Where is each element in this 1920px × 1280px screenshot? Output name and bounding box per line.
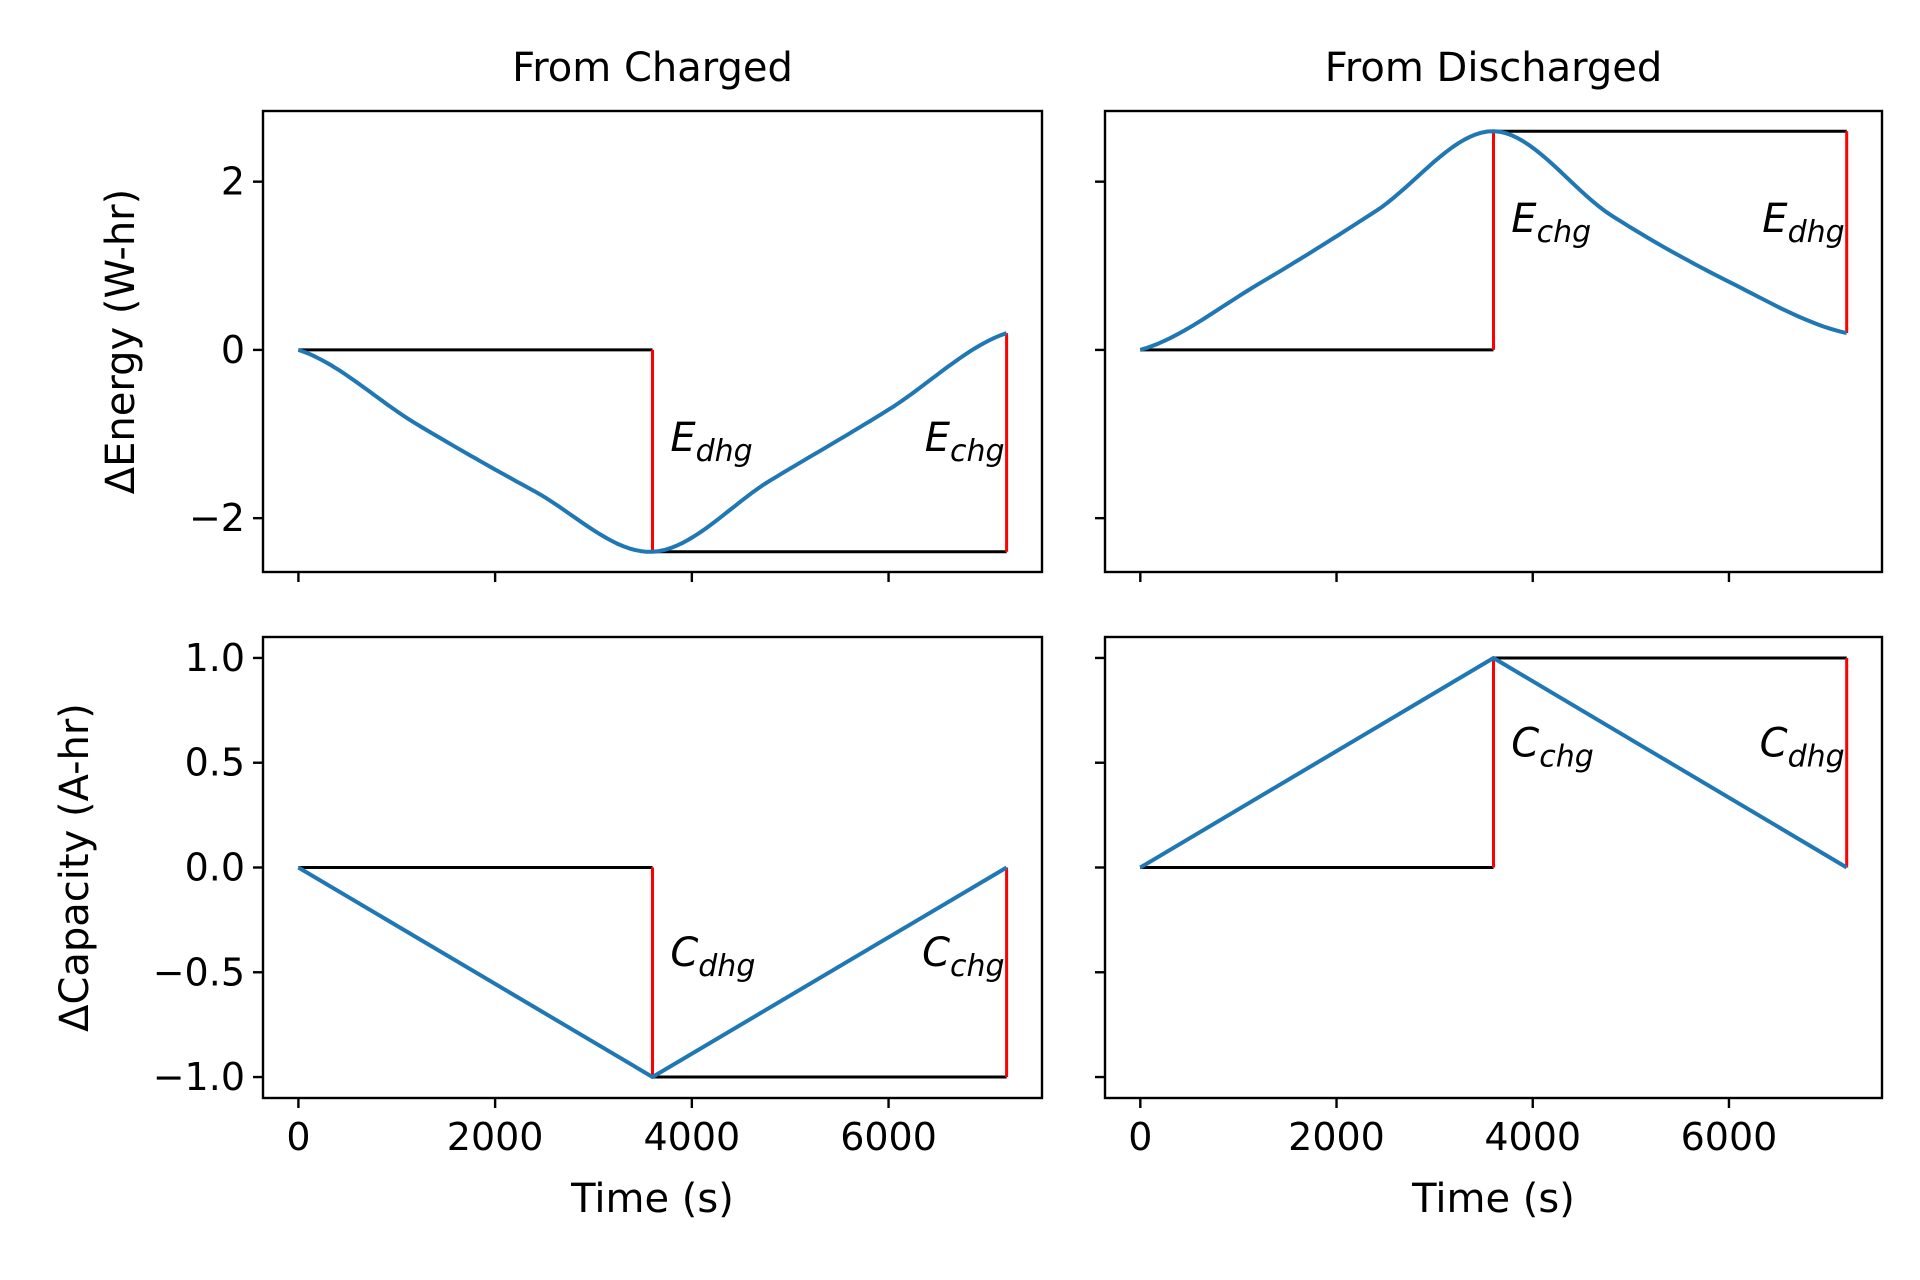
panel-title: From Charged (512, 45, 793, 91)
annotation-subscript: chg (950, 434, 1005, 469)
annotation-base: C (1511, 720, 1539, 766)
annotation-label: Echg (925, 415, 1005, 469)
data-series-line (1139, 656, 1848, 870)
y-tick-label: 0.0 (185, 846, 245, 890)
x-tick-label: 6000 (840, 1115, 937, 1159)
annotation-label: Cchg (922, 930, 1004, 984)
x-axis-label: Time (s) (1411, 1176, 1575, 1222)
y-tick-label: −2 (189, 496, 245, 540)
y-tick-label: 2 (221, 160, 245, 204)
axes-frame (1103, 109, 1884, 574)
annotation-base: C (922, 930, 950, 976)
annotation-base: E (925, 415, 951, 461)
x-tick-label: 0 (1128, 1115, 1152, 1159)
annotation-subscript: dhg (1788, 739, 1845, 774)
annotation-label: Cdhg (1760, 720, 1845, 774)
x-tick-label: 0 (286, 1115, 310, 1159)
data-series-line (1139, 129, 1848, 352)
annotation-label: Echg (1511, 196, 1591, 250)
annotation-subscript: chg (950, 949, 1005, 984)
x-axis-label: Time (s) (570, 1176, 734, 1222)
panel-3: 0 2000 4000 6000 −1.0 −0.5 0.0 0.5 1.0 Time (s) ΔC… (52, 635, 1044, 1222)
annotation-subscript: dhg (698, 949, 755, 984)
x-tick-label: 4000 (1484, 1115, 1581, 1159)
axes-frame (261, 109, 1044, 574)
annotation-base: C (1760, 720, 1788, 766)
annotation-base: E (1511, 196, 1537, 242)
x-tick-label: 2000 (447, 1115, 544, 1159)
data-series-line (297, 331, 1008, 554)
y-tick-label: 0.5 (185, 741, 245, 785)
annotation-base: E (1762, 196, 1788, 242)
annotation-subscript: chg (1537, 215, 1592, 250)
y-tick-label: −1.0 (153, 1055, 245, 1099)
annotation-subscript: chg (1539, 739, 1594, 774)
y-tick-label: 1.0 (185, 636, 245, 680)
annotation-subscript: dhg (696, 434, 753, 469)
annotation-label: Cdhg (670, 930, 755, 984)
annotation-base: E (670, 415, 696, 461)
annotation-subscript: dhg (1788, 215, 1845, 250)
annotation-label: Edhg (1762, 196, 1844, 250)
annotation-label: Cchg (1511, 720, 1594, 774)
y-axis-label: ΔEnergy (W-hr) (98, 189, 144, 495)
y-tick-label: 0 (221, 328, 245, 372)
x-tick-label: 2000 (1288, 1115, 1385, 1159)
x-tick-label: 6000 (1681, 1115, 1778, 1159)
data-series-line (297, 865, 1008, 1079)
annotation-base: C (670, 930, 698, 976)
panel-title: From Discharged (1325, 45, 1663, 91)
x-tick-label: 4000 (643, 1115, 740, 1159)
y-tick-label: −0.5 (153, 950, 245, 994)
y-axis-label: ΔCapacity (A-hr) (52, 703, 98, 1032)
annotation-label: Edhg (670, 415, 752, 469)
